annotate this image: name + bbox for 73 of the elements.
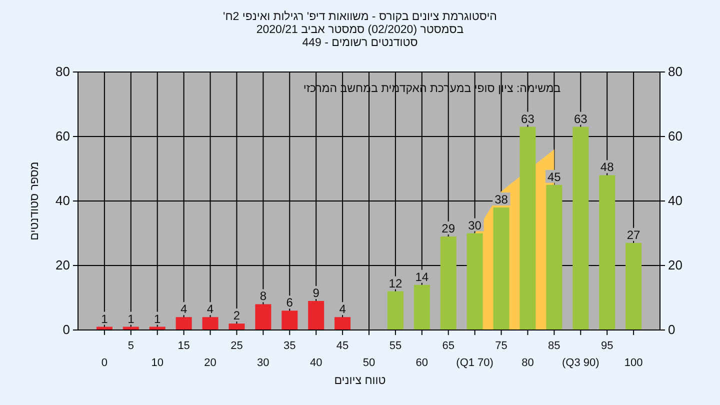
bar bbox=[414, 284, 430, 330]
data-label: 38 bbox=[494, 192, 508, 206]
bar bbox=[282, 310, 298, 330]
x-tick-label: 40 bbox=[310, 357, 322, 369]
y-tick-label: 60 bbox=[56, 128, 70, 144]
y2-tick-label: 60 bbox=[668, 128, 682, 144]
bar bbox=[202, 317, 218, 330]
data-label: 1 bbox=[154, 312, 162, 326]
x-tick-label: 15 bbox=[178, 340, 190, 352]
data-label: 6 bbox=[286, 296, 294, 310]
bar bbox=[599, 175, 616, 330]
bar bbox=[520, 126, 536, 330]
bar bbox=[572, 126, 589, 330]
data-label: 30 bbox=[468, 218, 482, 232]
data-label: 4 bbox=[206, 302, 214, 316]
data-label: 9 bbox=[312, 286, 320, 300]
bar bbox=[440, 236, 456, 330]
x-tick-label: 75 bbox=[495, 340, 508, 352]
data-label: 45 bbox=[548, 170, 562, 184]
x-tick-label: 95 bbox=[600, 340, 614, 352]
x-tick-label: 65 bbox=[442, 340, 454, 352]
data-label: 1 bbox=[101, 312, 108, 326]
y2-tick-label: 20 bbox=[668, 258, 682, 272]
x-tick-label: 45 bbox=[336, 340, 349, 352]
x-tick-label: 35 bbox=[284, 340, 296, 352]
x-tick-label: 10 bbox=[151, 357, 164, 369]
bar bbox=[466, 233, 483, 330]
text: סטודנטים רשומים - 449 bbox=[302, 37, 418, 49]
data-label: 4 bbox=[339, 302, 346, 316]
data-label: 1 bbox=[128, 312, 135, 326]
bar bbox=[493, 207, 510, 330]
bar bbox=[626, 242, 642, 330]
y2-tick-label: 80 bbox=[668, 64, 682, 79]
data-label: 27 bbox=[626, 228, 641, 242]
y2-tick-label: 40 bbox=[668, 193, 682, 208]
data-label: 4 bbox=[180, 302, 188, 316]
y-tick-label: 40 bbox=[56, 193, 70, 208]
x-tick-label: 55 bbox=[389, 340, 402, 352]
y-tick-label: 0 bbox=[62, 322, 70, 337]
data-label: 48 bbox=[600, 160, 614, 174]
data-label: 14 bbox=[415, 270, 429, 284]
x-tick-label: 100 bbox=[624, 357, 643, 369]
data-label: 29 bbox=[442, 221, 456, 236]
x-axis-title: טווח ציונים bbox=[334, 375, 386, 387]
y-tick-label: 80 bbox=[56, 64, 70, 79]
x-tick-label: 25 bbox=[230, 340, 243, 352]
bar bbox=[255, 304, 272, 330]
x-tick-label: 20 bbox=[204, 357, 216, 369]
x-tick-label: 85 bbox=[548, 340, 560, 352]
bar bbox=[387, 291, 404, 330]
x-tick-label: 30 bbox=[257, 357, 270, 369]
bar bbox=[334, 317, 351, 330]
x-tick-label: 50 bbox=[362, 357, 376, 369]
data-label: 2 bbox=[233, 308, 240, 323]
data-label: 63 bbox=[574, 112, 588, 126]
chart-title: היסטוגרמת ציונים בקורס - משוואות דיפ' רגילות ואינפי 2ח' bbox=[223, 10, 497, 23]
bar bbox=[546, 184, 562, 330]
x-tick-label: 60 bbox=[416, 357, 428, 369]
bar bbox=[176, 317, 192, 330]
x-tick-label: 5 bbox=[128, 340, 134, 352]
x-tick-label: (Q3 90) bbox=[562, 357, 600, 369]
data-label: 63 bbox=[521, 112, 535, 126]
data-label: 12 bbox=[388, 276, 402, 290]
x-tick-label: (Q1 70) bbox=[456, 357, 494, 369]
data-label: 8 bbox=[260, 289, 267, 304]
chart-subtitle: בסמסטר (02/2020) סמסטר אביב 2020/21 bbox=[256, 24, 464, 36]
bar bbox=[228, 324, 245, 330]
bar bbox=[308, 300, 324, 330]
y-axis-title: מספר סטודנטים bbox=[29, 162, 41, 240]
y2-tick-label: 0 bbox=[668, 322, 676, 337]
x-tick-label: 80 bbox=[522, 357, 534, 369]
y-tick-label: 20 bbox=[56, 258, 70, 272]
x-tick-label: 0 bbox=[101, 357, 108, 369]
